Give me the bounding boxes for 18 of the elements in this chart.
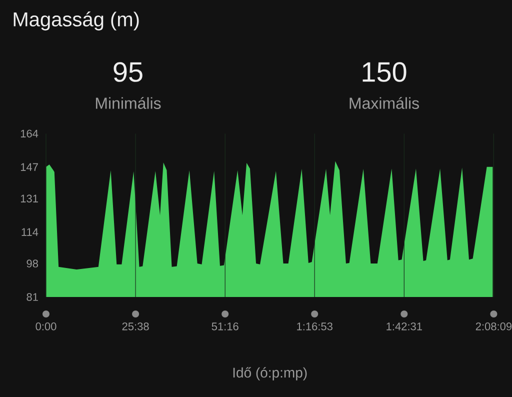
chart-title: Magasság (m) <box>14 12 139 30</box>
y-tick-label: 98 <box>26 260 38 268</box>
x-tick-label: 51:16 <box>212 322 238 330</box>
x-tick-label: 0:00 <box>36 322 56 330</box>
y-tick-label: 114 <box>22 228 38 236</box>
x-tick-label: 2:08:09 <box>476 322 512 330</box>
text: 95 <box>114 62 142 82</box>
y-tick-label: 147 <box>20 163 38 171</box>
text: Maximális <box>350 97 419 109</box>
x-axis-title: Idő (ó:p:mp) <box>233 367 307 380</box>
y-tick-label: 131 <box>20 194 38 202</box>
y-tick-label: 164 <box>20 130 38 138</box>
text: 150 <box>362 62 406 82</box>
y-tick-label: 81 <box>26 293 38 301</box>
x-tick-label: 1:16:53 <box>297 322 332 330</box>
x-tick-label: 1:42:31 <box>386 322 422 330</box>
text: Minimális <box>96 97 161 109</box>
x-tick-label: 25:38 <box>122 322 149 330</box>
